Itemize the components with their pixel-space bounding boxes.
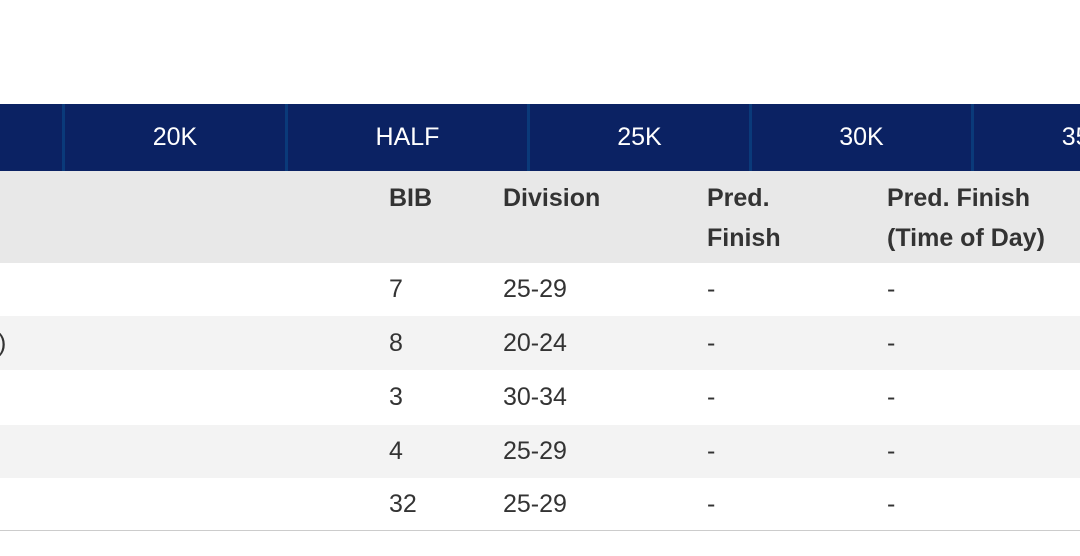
column-header: Pred. Finish <box>707 184 781 252</box>
table-row[interactable] <box>0 425 1080 478</box>
pred-finish-cell: - <box>707 329 716 357</box>
bib-cell: 3 <box>389 383 403 411</box>
table-row[interactable] <box>0 478 1080 531</box>
pred-finish-cell: - <box>707 437 716 465</box>
pred-finish-tod-cell: - <box>887 490 896 518</box>
column-header: Pred. Finish (Time of Day) <box>887 184 1045 252</box>
tab[interactable]: HALF <box>285 104 527 171</box>
division-cell: 25-29 <box>503 437 567 465</box>
pred-finish-tod-cell: - <box>887 329 896 357</box>
tab[interactable]: 20K <box>62 104 285 171</box>
pred-finish-cell: - <box>707 383 716 411</box>
pred-finish-tod-cell: - <box>887 437 896 465</box>
pred-finish-tod-cell: - <box>887 275 896 303</box>
division-cell: 20-24 <box>503 329 567 357</box>
bib-cell: 7 <box>389 275 403 303</box>
name-cell: ) <box>0 316 6 370</box>
table-row[interactable] <box>0 263 1080 316</box>
column-header: BIB <box>389 184 433 212</box>
pred-finish-tod-cell: - <box>887 383 896 411</box>
tab[interactable]: 25K <box>527 104 749 171</box>
division-cell: 25-29 <box>503 490 567 518</box>
column-header: Division <box>503 184 601 212</box>
tab[interactable]: 35K <box>971 104 1080 171</box>
table-row[interactable] <box>0 370 1080 425</box>
division-cell: 25-29 <box>503 275 567 303</box>
table-row[interactable] <box>0 316 1080 370</box>
table-header <box>0 171 1080 263</box>
pred-finish-cell: - <box>707 490 716 518</box>
division-cell: 30-34 <box>503 383 567 411</box>
tab[interactable]: 30K <box>749 104 971 171</box>
bib-cell: 32 <box>389 490 417 518</box>
tab-bar <box>0 104 1080 171</box>
bib-cell: 8 <box>389 329 403 357</box>
bib-cell: 4 <box>389 437 403 465</box>
tab[interactable] <box>0 104 62 171</box>
pred-finish-cell: - <box>707 275 716 303</box>
